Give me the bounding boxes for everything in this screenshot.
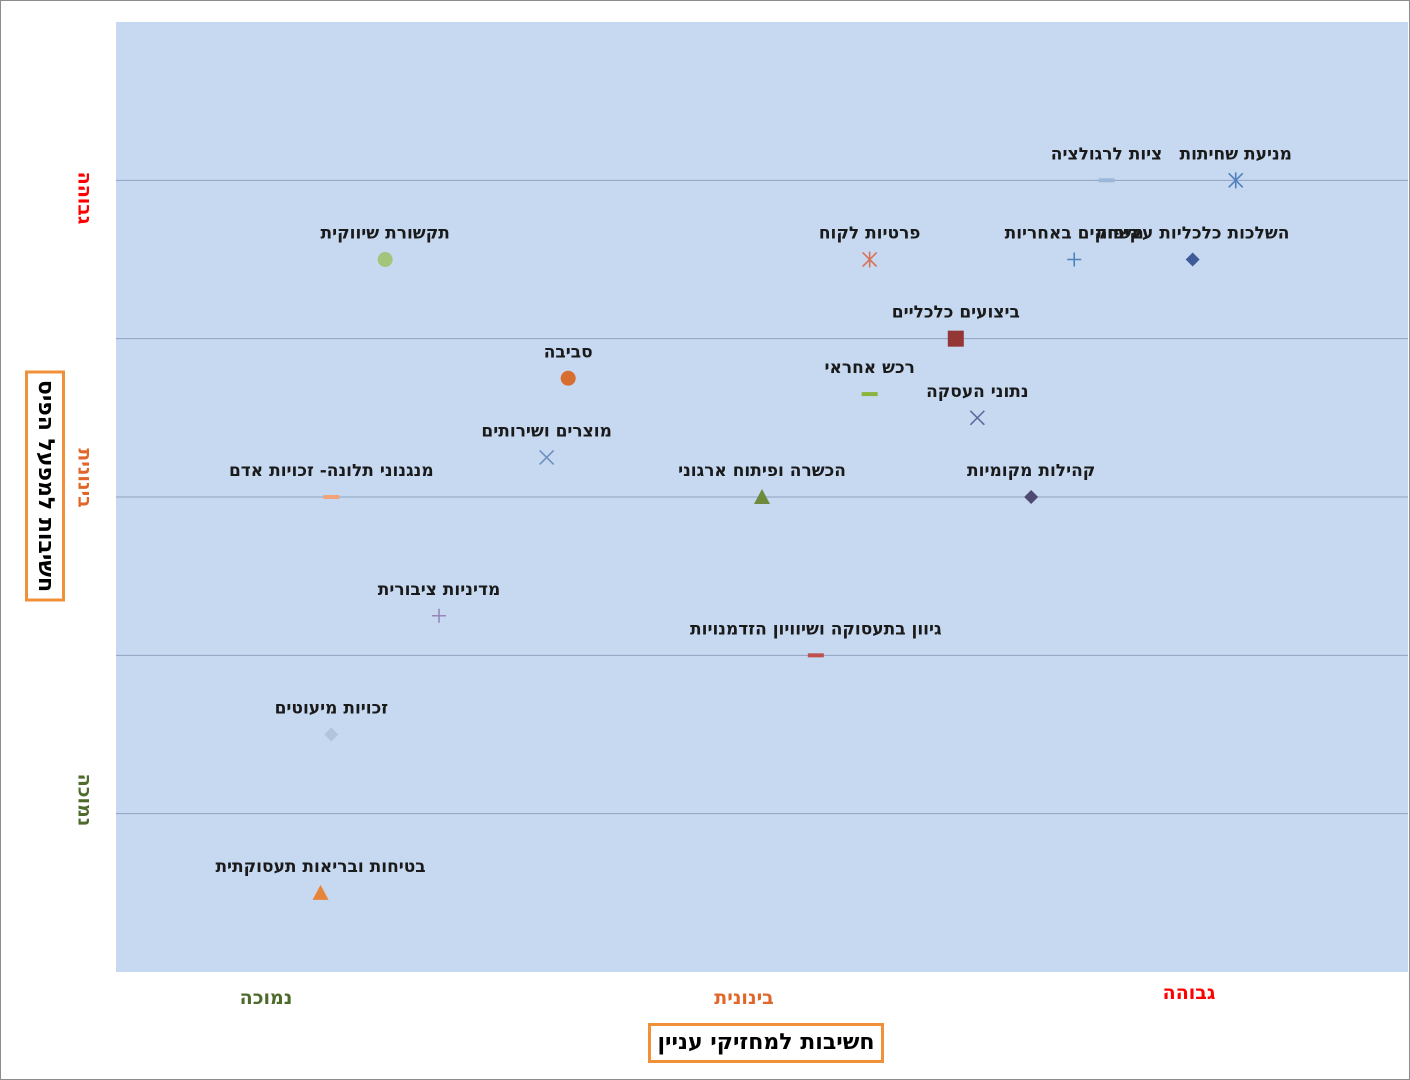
point-label-6: תקשורת שיווקית [321, 224, 450, 244]
point-label-5: פרטיות לקוח [819, 224, 921, 244]
y-level-high: גבוהה [74, 172, 96, 225]
data-point-12 [323, 495, 340, 499]
data-point-11 [539, 449, 555, 465]
data-point-15 [432, 608, 446, 623]
data-point-3 [1185, 252, 1200, 267]
point-label-13: הכשרה ופיתוח ארגוני [678, 461, 846, 481]
y-level-medium: בינונית [74, 448, 96, 508]
point-label-9: רכש אחראי [824, 358, 914, 378]
point-label-14: קהילות מקומיות [967, 461, 1095, 481]
data-point-2 [1098, 178, 1115, 183]
point-label-8: סביבה [544, 342, 593, 362]
point-label-18: בטיחות ובריאות תעסוקתית [215, 857, 425, 877]
point-label-7: ביצועים כלכליים [892, 303, 1020, 323]
x-axis-title: חשיבות למחזיקי עניין [648, 1023, 884, 1063]
data-point-5 [862, 251, 878, 268]
point-label-16: גיוון בתעסוקה ושיוויון הזדמנויות [690, 619, 942, 639]
data-point-16 [807, 653, 824, 658]
point-label-10: נתוני העסקה [926, 382, 1029, 402]
point-label-15: מדיניות ציבורית [378, 580, 501, 600]
point-label-12: מנגנוני תלונה- זכויות אדם [229, 461, 434, 481]
point-label-3: השלכות כלכליות עקיפות [1096, 224, 1290, 244]
y-axis-title-wrapper: חשיבות למפעל הפיס [25, 370, 65, 601]
data-point-4 [1067, 252, 1082, 267]
data-point-10 [969, 410, 985, 426]
data-points [312, 172, 1244, 900]
data-point-14 [1024, 490, 1039, 504]
x-level-low: נמוכה [240, 987, 293, 1009]
data-point-1 [1228, 172, 1244, 189]
point-label-4: משחקים באחריות [1005, 224, 1144, 244]
y-level-low: נמוכה [74, 774, 96, 827]
data-point-13 [754, 489, 770, 504]
point-label-11: מוצרים ושירותים [481, 421, 612, 441]
x-level-medium: בינונית [714, 987, 774, 1009]
point-label-17: זכויות מיעוטים [275, 699, 389, 719]
data-point-7 [947, 330, 964, 347]
data-point-18 [312, 884, 329, 900]
data-point-17 [324, 727, 339, 742]
data-point-9 [861, 392, 878, 397]
point-labels: מניעת שחיתות ציות לרגולציה השלכות כלכליות … [215, 144, 1292, 877]
point-label-1: מניעת שחיתות [1179, 144, 1292, 164]
data-point-8 [560, 370, 576, 386]
data-point-6 [377, 252, 393, 267]
y-axis-title: חשיבות למפעל הפיס [25, 370, 65, 601]
point-label-2: ציות לרגולציה [1051, 144, 1163, 164]
x-level-high: גבוהה [1163, 982, 1216, 1004]
